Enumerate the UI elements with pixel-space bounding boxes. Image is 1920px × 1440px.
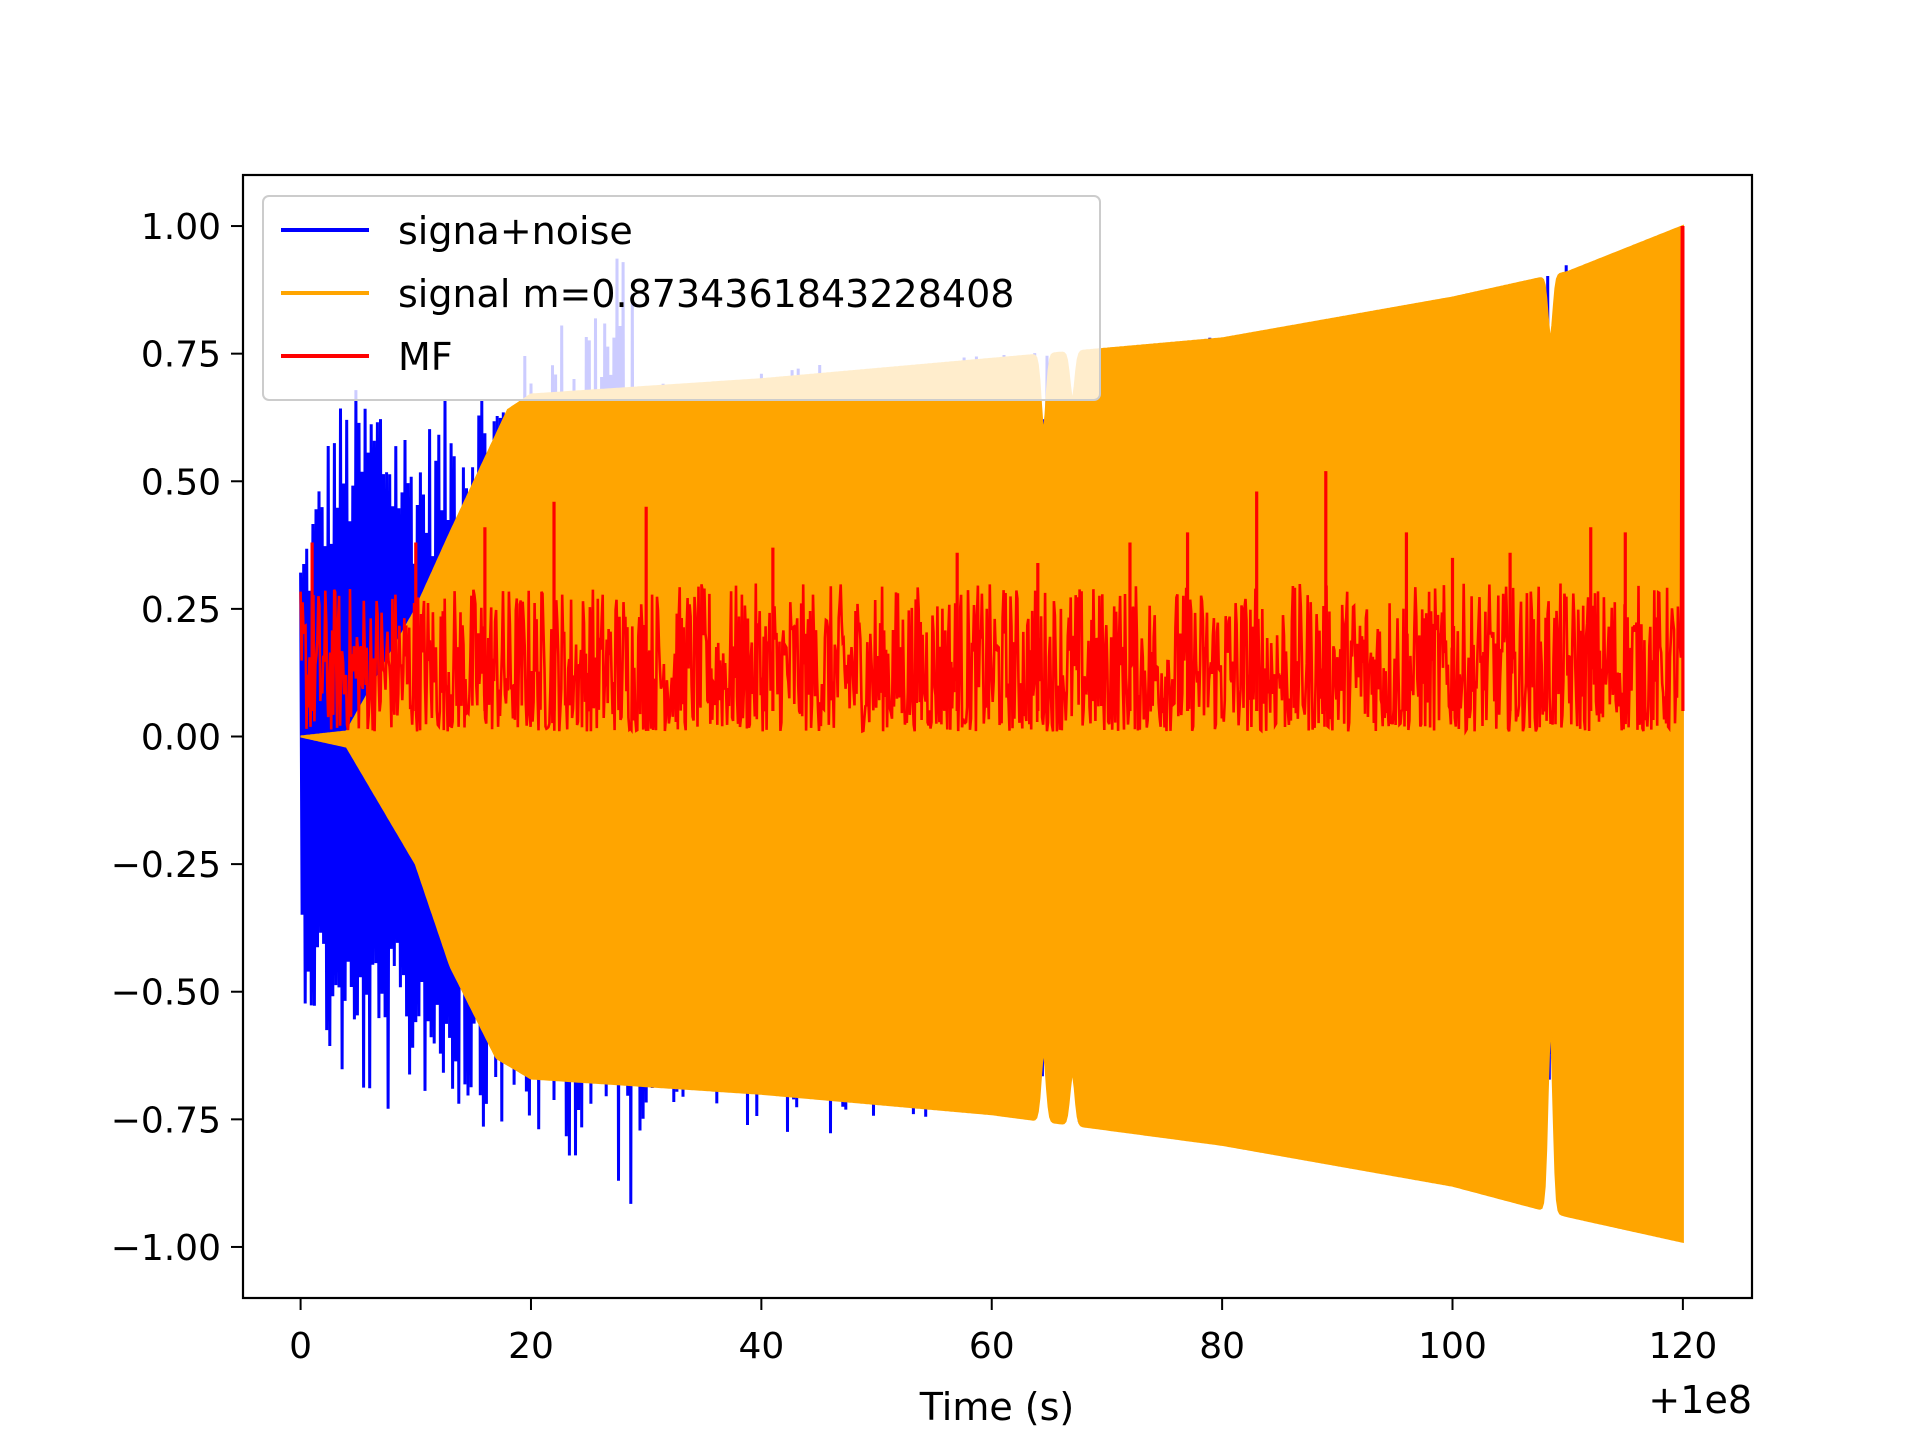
x-tick-label-2: 40 bbox=[738, 1326, 784, 1367]
y-axis: 1.00 0.75 0.50 0.25 0.00 −0.25 −0.50 −0.75 −1.00 bbox=[111, 207, 243, 1269]
x-offset-label: +1e8 bbox=[1648, 1378, 1752, 1422]
legend: signa+noise signal m=0.8734361843228408 … bbox=[262, 195, 1101, 401]
y-tick-label-5: −0.25 bbox=[111, 845, 221, 886]
x-axis-label: Time (s) bbox=[919, 1385, 1075, 1429]
y-tick-label-2: 0.50 bbox=[141, 462, 221, 503]
y-tick-label-7: −0.75 bbox=[111, 1100, 221, 1141]
y-tick-label-0: 1.00 bbox=[141, 207, 221, 248]
x-tick-label-0: 0 bbox=[289, 1326, 312, 1367]
y-tick-label-4: 0.00 bbox=[141, 718, 221, 759]
x-tick-label-4: 80 bbox=[1199, 1326, 1245, 1367]
legend-box bbox=[262, 195, 1101, 401]
legend-label-mf: MF bbox=[398, 335, 453, 379]
x-axis: 0 20 40 60 80 100 120 bbox=[289, 1298, 1717, 1367]
legend-label-signal-noise: signa+noise bbox=[398, 209, 633, 253]
x-tick-label-1: 20 bbox=[508, 1326, 554, 1367]
y-tick-label-1: 0.75 bbox=[141, 335, 221, 376]
series-layer bbox=[299, 224, 1685, 1244]
x-tick-label-6: 120 bbox=[1649, 1326, 1718, 1367]
y-tick-label-6: −0.50 bbox=[111, 973, 221, 1014]
x-tick-label-5: 100 bbox=[1418, 1326, 1487, 1367]
y-tick-label-3: 0.25 bbox=[141, 590, 221, 631]
x-tick-label-3: 60 bbox=[969, 1326, 1015, 1367]
y-tick-label-8: −1.00 bbox=[111, 1228, 221, 1269]
legend-label-signal: signal m=0.8734361843228408 bbox=[398, 272, 1014, 316]
